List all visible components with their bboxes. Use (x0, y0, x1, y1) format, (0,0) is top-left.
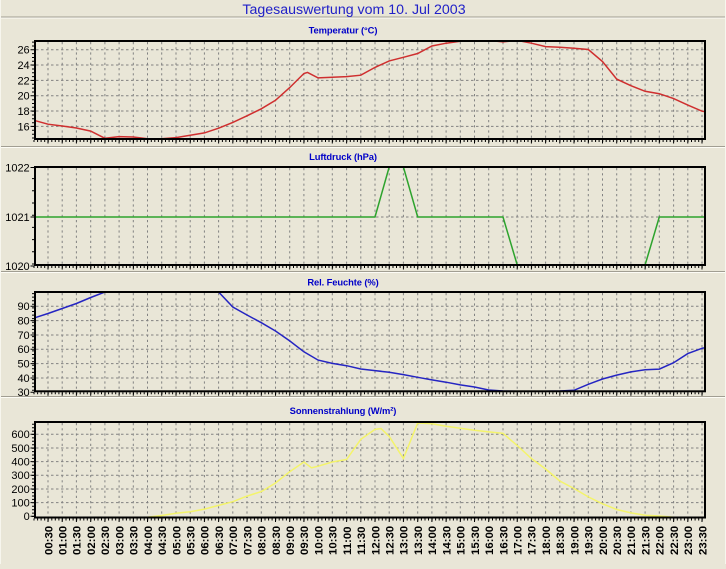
svg-text:18:00: 18:00 (541, 526, 553, 555)
svg-text:16: 16 (17, 121, 29, 133)
svg-text:09:30: 09:30 (299, 526, 311, 555)
svg-text:19:30: 19:30 (584, 526, 596, 555)
svg-text:1021: 1021 (5, 212, 29, 224)
svg-text:90: 90 (17, 301, 29, 313)
svg-text:18:30: 18:30 (555, 526, 567, 555)
svg-text:1022: 1022 (5, 162, 29, 174)
svg-text:07:30: 07:30 (242, 526, 254, 555)
svg-text:40: 40 (17, 373, 29, 385)
svg-text:21:00: 21:00 (626, 526, 638, 555)
svg-text:400: 400 (11, 457, 29, 469)
svg-text:1020: 1020 (5, 261, 29, 273)
svg-text:23:00: 23:00 (683, 526, 695, 555)
svg-text:04:30: 04:30 (157, 526, 169, 555)
svg-text:26: 26 (17, 45, 29, 57)
svg-text:05:30: 05:30 (186, 526, 198, 555)
svg-text:01:30: 01:30 (72, 526, 84, 555)
svg-text:11:00: 11:00 (342, 526, 354, 555)
svg-text:12:00: 12:00 (370, 526, 382, 555)
svg-text:22:30: 22:30 (669, 526, 681, 555)
svg-text:02:30: 02:30 (100, 526, 112, 555)
svg-text:20:30: 20:30 (612, 526, 624, 555)
svg-text:05:00: 05:00 (171, 526, 183, 555)
svg-text:06:30: 06:30 (214, 526, 226, 555)
svg-text:21:30: 21:30 (640, 526, 652, 555)
svg-text:02:00: 02:00 (86, 526, 98, 555)
svg-text:07:00: 07:00 (228, 526, 240, 555)
svg-text:09:00: 09:00 (285, 526, 297, 555)
svg-text:13:00: 13:00 (399, 526, 411, 555)
svg-text:22:00: 22:00 (655, 526, 667, 555)
svg-text:19:00: 19:00 (569, 526, 581, 555)
svg-text:10:00: 10:00 (313, 526, 325, 555)
svg-text:Sonnenstrahlung (W/m²): Sonnenstrahlung (W/m²) (290, 405, 397, 416)
svg-text:00:30: 00:30 (43, 526, 55, 555)
svg-text:04:00: 04:00 (143, 526, 155, 555)
svg-text:80: 80 (17, 316, 29, 328)
svg-text:0: 0 (24, 511, 30, 523)
svg-text:Temperatur (°C): Temperatur (°C) (309, 24, 378, 35)
svg-text:30: 30 (17, 387, 29, 399)
svg-text:50: 50 (17, 359, 29, 371)
svg-text:06:00: 06:00 (200, 526, 212, 555)
svg-text:17:00: 17:00 (513, 526, 525, 555)
svg-text:08:30: 08:30 (271, 526, 283, 555)
svg-text:13:30: 13:30 (413, 526, 425, 555)
svg-text:70: 70 (17, 330, 29, 342)
svg-text:16:30: 16:30 (498, 526, 510, 555)
svg-text:Tagesauswertung vom 10. Jul 20: Tagesauswertung vom 10. Jul 2003 (242, 2, 465, 18)
svg-text:600: 600 (11, 429, 29, 441)
svg-text:15:30: 15:30 (470, 526, 482, 555)
svg-text:03:30: 03:30 (129, 526, 141, 555)
svg-text:14:00: 14:00 (427, 526, 439, 555)
svg-text:60: 60 (17, 344, 29, 356)
svg-text:15:00: 15:00 (456, 526, 468, 555)
svg-text:200: 200 (11, 484, 29, 496)
svg-text:18: 18 (17, 106, 29, 118)
svg-text:500: 500 (11, 443, 29, 455)
svg-text:14:30: 14:30 (441, 526, 453, 555)
svg-text:16:00: 16:00 (484, 526, 496, 555)
svg-text:11:30: 11:30 (356, 526, 368, 555)
svg-text:Rel. Feuchte (%): Rel. Feuchte (%) (307, 276, 378, 287)
svg-text:22: 22 (17, 75, 29, 87)
svg-text:17:30: 17:30 (527, 526, 539, 555)
svg-text:23:30: 23:30 (697, 526, 709, 555)
svg-text:300: 300 (11, 470, 29, 482)
svg-text:10:30: 10:30 (328, 526, 340, 555)
svg-text:03:00: 03:00 (114, 526, 126, 555)
svg-text:24: 24 (17, 60, 29, 72)
svg-text:20: 20 (17, 91, 29, 103)
svg-text:100: 100 (11, 498, 29, 510)
svg-text:20:00: 20:00 (598, 526, 610, 555)
svg-text:12:30: 12:30 (385, 526, 397, 555)
svg-text:01:00: 01:00 (58, 526, 70, 555)
svg-text:Luftdruck (hPa): Luftdruck (hPa) (309, 151, 377, 162)
svg-text:08:00: 08:00 (257, 526, 269, 555)
